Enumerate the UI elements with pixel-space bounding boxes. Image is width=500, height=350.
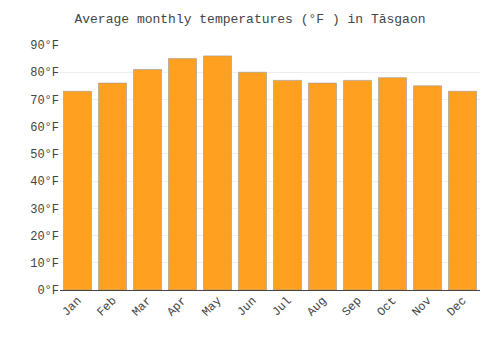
svg-text:Jan: Jan [59,294,84,319]
svg-text:50°F: 50°F [30,148,59,162]
svg-text:30°F: 30°F [30,203,59,217]
svg-text:60°F: 60°F [30,121,59,135]
svg-text:Sep: Sep [339,294,364,319]
svg-text:May: May [199,294,224,319]
svg-text:Average monthly temperatures (: Average monthly temperatures (°F ) in Tā… [74,12,425,27]
svg-text:90°F: 90°F [30,39,59,53]
svg-text:70°F: 70°F [30,94,59,108]
svg-text:Nov: Nov [409,294,434,319]
svg-text:Dec: Dec [444,294,469,319]
svg-text:Oct: Oct [374,294,399,319]
svg-text:Feb: Feb [94,294,119,319]
svg-text:80°F: 80°F [30,66,59,80]
svg-text:Jul: Jul [269,294,294,319]
svg-text:10°F: 10°F [30,257,59,271]
svg-text:0°F: 0°F [37,284,59,298]
svg-text:40°F: 40°F [30,175,59,189]
svg-text:Aug: Aug [304,294,329,319]
svg-text:Mar: Mar [129,294,154,319]
svg-text:Apr: Apr [164,294,189,319]
svg-text:Jun: Jun [234,294,259,319]
svg-text:20°F: 20°F [30,230,59,244]
